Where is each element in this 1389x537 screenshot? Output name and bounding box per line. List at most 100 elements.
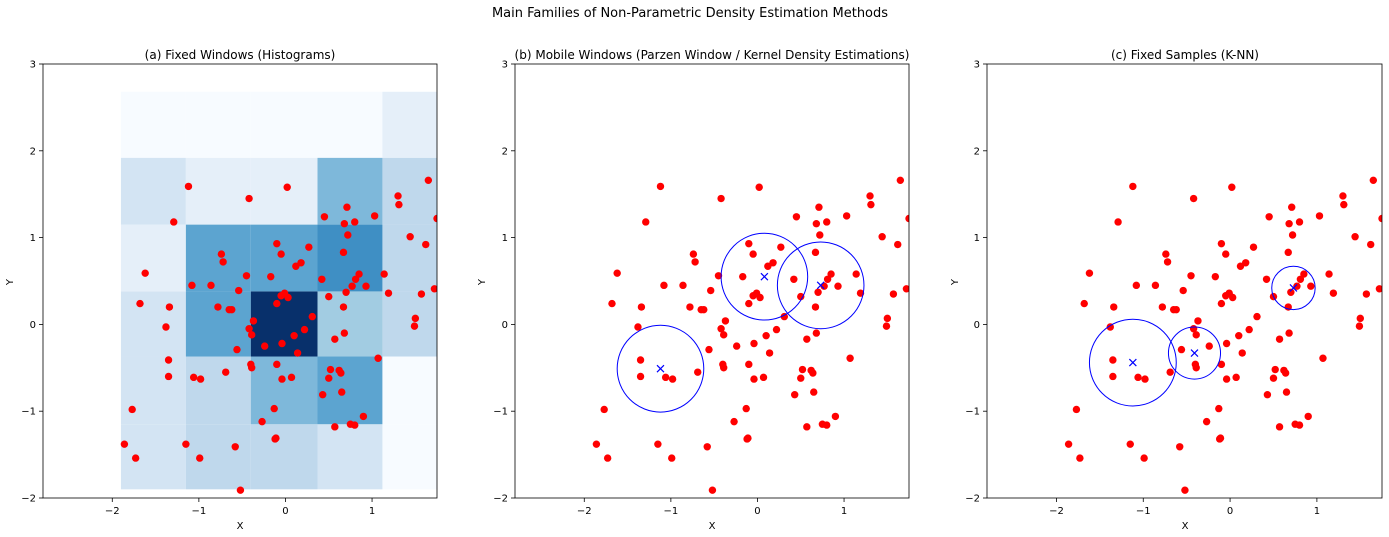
data-point [1076, 454, 1084, 462]
histogram-bin [382, 91, 437, 158]
data-point [249, 317, 258, 325]
data-point [1187, 272, 1195, 280]
data-point [1281, 369, 1290, 377]
data-point [1177, 345, 1186, 354]
data-point [1263, 391, 1272, 399]
data-point [608, 299, 616, 308]
data-point [1109, 356, 1117, 364]
data-point [732, 342, 741, 350]
data-point [792, 213, 801, 221]
data-point [287, 373, 296, 382]
data-point [273, 299, 281, 308]
data-point [1211, 272, 1220, 281]
data-point [1109, 372, 1117, 381]
data-point [343, 203, 351, 211]
data-point [1329, 289, 1338, 297]
data-point [228, 305, 236, 314]
data-point [1215, 435, 1224, 443]
y-tick-label: −1 [965, 407, 980, 418]
data-point [433, 214, 437, 223]
data-point [1110, 303, 1118, 311]
y-tick-label: 3 [974, 60, 980, 71]
data-point [162, 323, 170, 331]
histogram-bin [185, 157, 251, 225]
panel-c-title: (c) Fixed Samples (K-NN) [1111, 48, 1259, 62]
data-point [340, 220, 349, 228]
data-point [1304, 412, 1312, 421]
data-point [1315, 212, 1324, 220]
data-point [370, 212, 379, 220]
data-point [344, 231, 352, 239]
data-point [131, 454, 140, 462]
histogram-bin [120, 91, 186, 158]
data-point [769, 259, 777, 267]
data-point [1189, 194, 1198, 203]
data-point [883, 314, 892, 323]
data-point [634, 323, 642, 331]
data-point [1296, 275, 1305, 283]
data-point [889, 290, 898, 298]
panel-c-ylabel: Y [950, 278, 961, 286]
panel-c-xlabel: X [1182, 521, 1189, 532]
panel-a: (a) Fixed Windows (Histograms) −2 −1 0 1−2−… [5, 48, 438, 532]
data-point [797, 292, 805, 301]
panel-c: (c) Fixed Samples (K-NN) −2 −1 0 1−2−10123 … [950, 48, 1383, 532]
data-point [411, 314, 420, 323]
data-point [260, 342, 269, 350]
data-point [1215, 404, 1223, 413]
data-point [1351, 233, 1359, 241]
data-point [812, 220, 821, 228]
panel-b: (b) Mobile Windows (Parzen Window / Kern… [477, 48, 910, 532]
data-point [331, 335, 339, 343]
data-point [1217, 239, 1226, 248]
data-point [811, 248, 820, 257]
data-point [318, 391, 327, 399]
data-point [1307, 282, 1315, 290]
data-point [1295, 421, 1304, 429]
data-point [1114, 218, 1122, 226]
data-point [164, 356, 173, 364]
data-point [707, 286, 715, 295]
window-center-marker [656, 364, 665, 373]
window-circle [1088, 318, 1177, 407]
data-point [374, 354, 382, 362]
histogram-bin [317, 291, 383, 357]
data-point [905, 214, 909, 223]
data-point [284, 293, 292, 302]
data-point [1293, 282, 1301, 290]
window-circle [1167, 326, 1222, 380]
data-point [1242, 259, 1250, 267]
data-point [1151, 281, 1160, 290]
data-point [1367, 240, 1375, 249]
panel-b-xlabel: X [709, 521, 716, 532]
panel-b-frame [514, 63, 910, 499]
data-point [1285, 329, 1293, 337]
data-point [355, 270, 363, 278]
data-point [750, 339, 758, 348]
data-point [342, 288, 350, 296]
data-point [267, 272, 275, 281]
histogram-bin [120, 291, 186, 357]
data-point [798, 365, 807, 374]
data-point [679, 281, 687, 290]
data-point [340, 329, 349, 337]
data-point [1217, 299, 1226, 308]
data-point [717, 194, 725, 203]
data-point [362, 282, 370, 290]
data-point [217, 250, 226, 258]
histogram-bin [250, 424, 318, 490]
data-point [247, 331, 256, 339]
histogram-bin [250, 157, 318, 225]
data-point [777, 243, 785, 251]
histogram-bin [120, 424, 186, 490]
y-tick-label: 2 [502, 146, 508, 157]
data-point [1064, 440, 1073, 448]
data-point [406, 233, 414, 241]
data-point [790, 391, 799, 399]
data-point [811, 303, 820, 311]
x-tick-label: 0 [1227, 506, 1233, 517]
data-point [348, 282, 356, 290]
y-tick-label: 0 [30, 320, 36, 331]
data-point [636, 372, 645, 381]
y-tick-label: −2 [965, 494, 980, 505]
